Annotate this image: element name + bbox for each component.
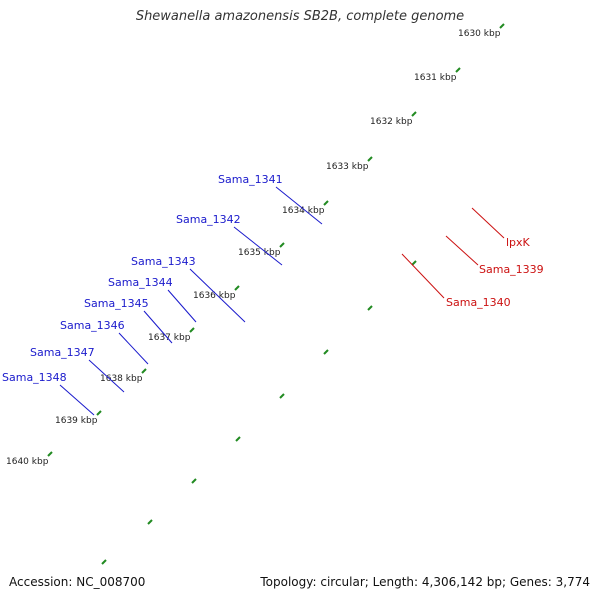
gene-leader-line <box>88 359 125 393</box>
gene-label[interactable]: Sama_1344 <box>108 276 173 289</box>
gene-leader-line <box>59 384 95 416</box>
map-title: Shewanella amazonensis SB2B, complete ge… <box>135 9 465 24</box>
kbp-tick-label: 1630 kbp <box>458 29 501 39</box>
gene-leader-line <box>471 207 505 239</box>
inner-tick-mark <box>411 260 417 266</box>
kbp-tick-label: 1639 kbp <box>55 416 98 426</box>
kbp-tick-mark <box>141 368 147 374</box>
inner-tick-mark <box>101 559 107 565</box>
inner-tick-mark <box>235 436 241 442</box>
kbp-tick-mark <box>455 67 461 73</box>
gene-leader-line <box>118 332 149 365</box>
gene-label[interactable]: Sama_1339 <box>479 263 544 276</box>
gene-leader-line <box>445 235 479 266</box>
kbp-tick-label: 1638 kbp <box>100 374 143 384</box>
kbp-tick-mark <box>367 156 373 162</box>
kbp-tick-mark <box>189 327 195 333</box>
inner-tick-mark <box>191 478 197 484</box>
gene-leader-line <box>189 268 246 323</box>
accession-text: Accession: NC_008700 <box>9 575 146 589</box>
kbp-tick-mark <box>279 242 285 248</box>
gene-label[interactable]: Sama_1347 <box>30 346 95 359</box>
gene-label[interactable]: Sama_1345 <box>84 297 149 310</box>
kbp-tick-label: 1634 kbp <box>282 206 325 216</box>
inner-tick-mark <box>367 305 373 311</box>
kbp-tick-mark <box>411 111 417 117</box>
kbp-tick-label: 1633 kbp <box>326 162 369 172</box>
kbp-tick-mark <box>47 451 53 457</box>
gene-leader-line <box>233 226 283 266</box>
gene-leader-line <box>275 186 323 225</box>
gene-leader-line <box>401 253 445 299</box>
kbp-tick-label: 1635 kbp <box>238 248 281 258</box>
gene-label[interactable]: Sama_1343 <box>131 255 196 268</box>
inner-tick-mark <box>279 393 285 399</box>
gene-label[interactable]: Sama_1342 <box>176 213 241 226</box>
genome-stats-text: Topology: circular; Length: 4,306,142 bp… <box>260 575 590 589</box>
kbp-tick-mark <box>234 285 240 291</box>
kbp-tick-label: 1636 kbp <box>193 291 236 301</box>
kbp-tick-label: 1632 kbp <box>370 117 413 127</box>
inner-tick-mark <box>147 519 153 525</box>
kbp-tick-mark <box>499 23 505 29</box>
kbp-tick-mark <box>323 200 329 206</box>
kbp-tick-mark <box>96 410 102 416</box>
kbp-tick-label: 1631 kbp <box>414 73 457 83</box>
gene-leader-line <box>167 289 197 323</box>
gene-label[interactable]: Sama_1341 <box>218 173 283 186</box>
gene-leader-line <box>143 310 173 344</box>
inner-tick-mark <box>323 349 329 355</box>
gene-label[interactable]: Sama_1346 <box>60 319 125 332</box>
kbp-tick-label: 1640 kbp <box>6 457 49 467</box>
kbp-tick-label: 1637 kbp <box>148 333 191 343</box>
gene-label[interactable]: Sama_1348 <box>2 371 67 384</box>
gene-label[interactable]: lpxK <box>506 236 531 249</box>
gene-label[interactable]: Sama_1340 <box>446 296 511 309</box>
